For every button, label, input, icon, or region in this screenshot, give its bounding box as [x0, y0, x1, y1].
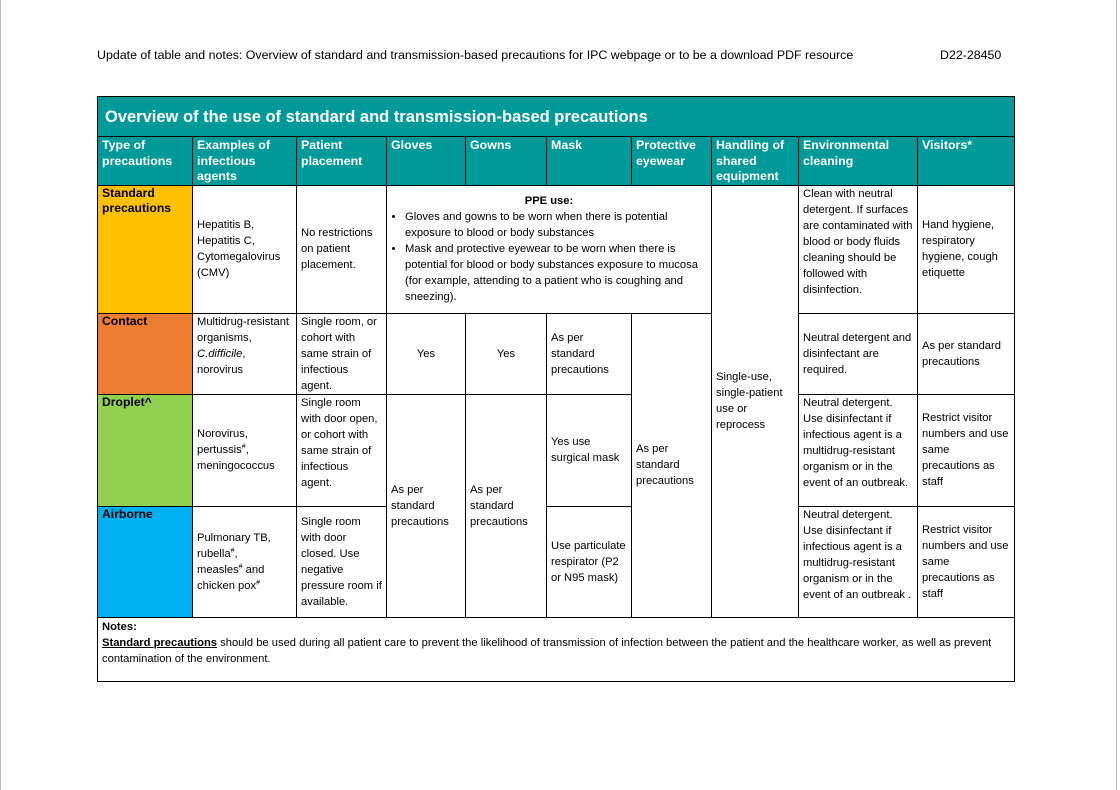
gloves-tbp: As per standard precautions	[386, 393, 466, 618]
eyewear-tbp: As per standard precautions	[631, 312, 712, 618]
examples-contact: Multidrug-resistant organisms, C.diffici…	[192, 312, 297, 395]
ppe-title: PPE use	[524, 195, 570, 207]
table-row-droplet: Droplet^ Norovirus, pertussis#, meningococ…	[97, 393, 1016, 618]
ppe-item: Mask and protective eyewear to be worn w…	[405, 241, 707, 305]
placement-standard: No restrictions on patient placement.	[296, 184, 387, 314]
gowns-contact: Yes	[465, 312, 547, 395]
col-visitors: Visitors*	[916, 136, 1016, 186]
mask-contact: As per standard precautions	[546, 312, 632, 395]
notes-row: Notes: Standard precautions should be us…	[96, 616, 1016, 682]
document-reference: D22-28450	[940, 48, 1002, 62]
notes-label: Notes:	[102, 620, 137, 633]
placement-contact: Single room, or cohort with same strain …	[296, 312, 387, 395]
col-handling: Handling of shared equipment	[711, 136, 799, 186]
handling-all: Single-use, single-patient use or reproc…	[711, 184, 799, 618]
col-placement: Patient placement	[296, 136, 387, 186]
col-mask: Mask	[546, 136, 632, 186]
notes-text: should be used during all patient care t…	[102, 636, 992, 665]
ppe-standard: PPE use: Gloves and gowns to be worn whe…	[386, 184, 712, 314]
precautions-table: Overview of the use of standard and tran…	[96, 96, 1016, 682]
col-type: Type of precautions	[97, 136, 193, 186]
notes-term: Standard precautions	[102, 636, 218, 649]
type-standard: Standard precautions	[97, 184, 193, 314]
cleaning-standard: Clean with neutral detergent. If surface…	[798, 184, 918, 314]
type-droplet: Droplet^	[97, 393, 193, 507]
cleaning-airborne: Neutral detergent. Use disinfectant if i…	[798, 505, 918, 618]
gowns-tbp: As per standard precautions	[465, 393, 547, 618]
table-row-contact: Contact Multidrug-resistant organisms, C…	[97, 312, 1016, 618]
table-title: Overview of the use of standard and tran…	[96, 96, 1016, 137]
gloves-contact: Yes	[386, 312, 466, 395]
col-gloves: Gloves	[386, 136, 466, 186]
col-gowns: Gowns	[465, 136, 547, 186]
placement-droplet: Single room with door open, or cohort wi…	[296, 393, 387, 507]
col-examples: Examples of infectious agents	[192, 136, 297, 186]
visitors-droplet: Restrict visitor numbers and use same pr…	[916, 393, 1016, 507]
cleaning-contact: Neutral detergent and disinfectant are r…	[798, 312, 918, 395]
document-header: Update of table and notes: Overview of s…	[97, 48, 854, 62]
notes: Notes: Standard precautions should be us…	[96, 616, 1016, 682]
examples-droplet: Norovirus, pertussis#, meningococcus	[192, 393, 297, 507]
type-airborne: Airborne	[97, 505, 193, 618]
mask-airborne: Use particulate respirator (P2 or N95 ma…	[546, 505, 632, 618]
col-eyewear: Protective eyewear	[631, 136, 712, 186]
visitors-contact: As per standard precautions	[916, 312, 1016, 395]
visitors-airborne: Restrict visitor numbers and use same pr…	[916, 505, 1016, 618]
examples-standard: Hepatitis B, Hepatitis C, Cytomegaloviru…	[192, 184, 297, 314]
placement-airborne: Single room with door closed. Use negati…	[296, 505, 387, 618]
table-row-airborne: Airborne Pulmonary TB, rubella#, measles# …	[97, 505, 1016, 618]
ppe-item: Gloves and gowns to be worn when there i…	[405, 209, 707, 241]
visitors-standard: Hand hygiene, respiratory hygiene, cough…	[916, 184, 1016, 314]
cleaning-droplet: Neutral detergent. Use disinfectant if i…	[798, 393, 918, 507]
col-cleaning: Environmental cleaning	[798, 136, 918, 186]
table-row-standard: Standard precautions Hepatitis B, Hepati…	[97, 184, 1016, 618]
mask-droplet: Yes use surgical mask	[546, 393, 632, 507]
examples-airborne: Pulmonary TB, rubella#, measles# and chick…	[192, 505, 297, 618]
type-contact: Contact	[97, 312, 193, 395]
